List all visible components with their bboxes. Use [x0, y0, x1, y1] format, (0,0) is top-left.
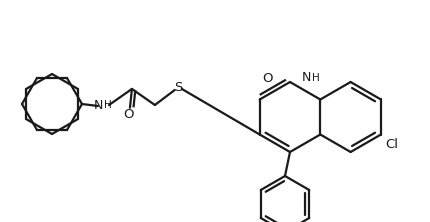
- Text: N: N: [302, 71, 311, 84]
- Text: O: O: [124, 108, 134, 121]
- Text: H: H: [104, 100, 112, 110]
- Text: O: O: [263, 72, 273, 85]
- Text: H: H: [312, 73, 320, 83]
- Text: S: S: [175, 81, 183, 94]
- Text: N: N: [94, 99, 103, 111]
- Text: Cl: Cl: [385, 137, 398, 151]
